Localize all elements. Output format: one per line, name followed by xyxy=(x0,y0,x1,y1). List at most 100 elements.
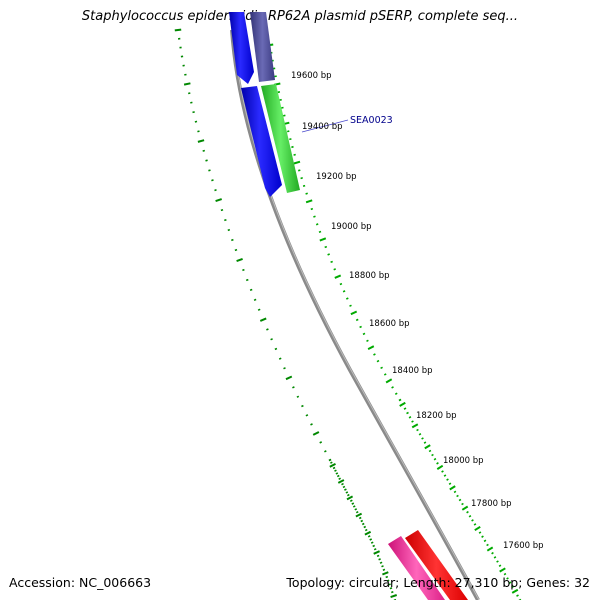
track-tick-minor xyxy=(383,373,387,376)
track-tick-minor xyxy=(330,461,333,464)
gene-arrow-pink[interactable] xyxy=(388,536,445,600)
track-tick-minor xyxy=(394,392,398,395)
track-tick-minor xyxy=(503,572,507,576)
track-tick-minor xyxy=(305,192,308,195)
track-tick-minor xyxy=(346,493,350,497)
track-tick-minor xyxy=(496,560,499,563)
track-tick-minor xyxy=(289,138,292,141)
gene-arrow-red[interactable] xyxy=(405,530,468,600)
track-tick-minor xyxy=(330,260,333,264)
track-tick-minor xyxy=(361,522,365,526)
gene-arrow-slate[interactable] xyxy=(250,12,275,82)
track-tick-minor xyxy=(391,386,394,389)
track-tick-minor xyxy=(328,458,332,462)
track-tick-major xyxy=(174,28,182,32)
track-tick-minor xyxy=(220,208,224,212)
track-tick-minor xyxy=(423,441,427,444)
gene-arrow-blue-upper[interactable] xyxy=(229,12,254,84)
track-tick-minor xyxy=(224,218,227,222)
gc-content-track xyxy=(174,28,398,600)
track-tick-minor xyxy=(491,551,494,555)
track-tick-minor xyxy=(498,564,502,567)
track-tick-minor xyxy=(506,577,509,580)
track-tick-major xyxy=(337,479,345,484)
track-tick-minor xyxy=(202,149,206,152)
plasmid-backbone xyxy=(230,29,480,600)
gene-label-leader xyxy=(301,119,349,133)
track-tick-major xyxy=(236,257,243,263)
tick-label: 18600 bp xyxy=(369,319,410,329)
track-tick-major xyxy=(486,546,494,552)
track-tick-major xyxy=(390,594,398,599)
tick-label: 19000 bp xyxy=(331,222,372,232)
track-tick-minor xyxy=(336,474,340,478)
track-tick-minor xyxy=(382,568,386,571)
track-tick-minor xyxy=(296,395,300,398)
track-tick-minor xyxy=(376,554,380,558)
gene-arrow-green[interactable] xyxy=(261,84,300,193)
track-tick-minor xyxy=(516,594,519,597)
track-tick-minor xyxy=(508,581,512,584)
track-tick-minor xyxy=(358,516,362,520)
track-tick-major xyxy=(411,423,419,429)
track-tick-minor xyxy=(344,488,347,491)
track-tick-major xyxy=(385,378,393,384)
track-tick-minor xyxy=(242,268,245,272)
track-tick-minor xyxy=(369,538,373,541)
track-tick-minor xyxy=(433,457,437,461)
track-tick-minor xyxy=(436,462,439,465)
track-tick-minor xyxy=(363,525,367,529)
track-tick-major xyxy=(461,505,469,511)
tick-label: 19400 bp xyxy=(302,122,343,132)
accession-text: Accession: NC_006663 xyxy=(9,575,152,590)
track-tick-minor xyxy=(360,519,364,523)
track-tick-minor xyxy=(478,531,482,534)
track-tick-minor xyxy=(380,366,383,370)
track-tick-minor xyxy=(468,515,472,518)
track-tick-minor xyxy=(458,498,462,502)
track-tick-major xyxy=(197,139,205,143)
track-tick-minor xyxy=(310,423,313,426)
track-tick-minor xyxy=(388,583,391,586)
track-tick-minor xyxy=(302,184,306,187)
track-tick-minor xyxy=(403,407,407,410)
track-tick-minor xyxy=(372,544,376,548)
track-tick-major xyxy=(319,237,327,242)
track-tick-minor xyxy=(373,548,377,551)
track-tick-minor xyxy=(291,145,294,149)
track-tick-minor xyxy=(319,441,323,444)
gene-arrow-blue-lower[interactable] xyxy=(241,86,282,197)
tick-label: 19600 bp xyxy=(291,71,332,81)
track-tick-major xyxy=(499,567,506,573)
track-tick-minor xyxy=(190,101,193,104)
track-tick-minor xyxy=(342,485,346,489)
track-tick-minor xyxy=(367,535,371,538)
track-tick-major xyxy=(367,345,375,350)
track-tick-minor xyxy=(318,230,322,234)
track-tick-minor xyxy=(362,332,366,336)
track-tick-minor xyxy=(214,189,217,192)
track-tick-minor xyxy=(283,367,286,370)
track-tick-minor xyxy=(359,325,362,329)
track-tick-minor xyxy=(381,565,384,568)
track-tick-minor xyxy=(471,519,474,522)
gene-label-sea0023[interactable]: SEA0023 xyxy=(350,115,393,126)
track-tick-minor xyxy=(281,106,284,109)
map-title: Staphylococcus epidermidis RP62A plasmid… xyxy=(81,9,519,24)
track-tick-minor xyxy=(197,130,200,133)
track-tick-minor xyxy=(385,575,389,579)
track-tick-minor xyxy=(310,207,314,211)
track-tick-major xyxy=(382,571,389,576)
track-tick-major xyxy=(355,512,363,518)
track-tick-minor xyxy=(188,92,191,95)
track-tick-major xyxy=(350,310,358,316)
track-tick-major xyxy=(449,485,456,491)
track-tick-minor xyxy=(341,482,344,486)
track-tick-minor xyxy=(278,357,282,360)
track-tick-minor xyxy=(208,169,211,172)
track-tick-minor xyxy=(408,416,412,419)
track-tick-minor xyxy=(351,502,355,505)
track-tick-minor xyxy=(466,510,469,514)
track-tick-minor xyxy=(277,91,281,94)
